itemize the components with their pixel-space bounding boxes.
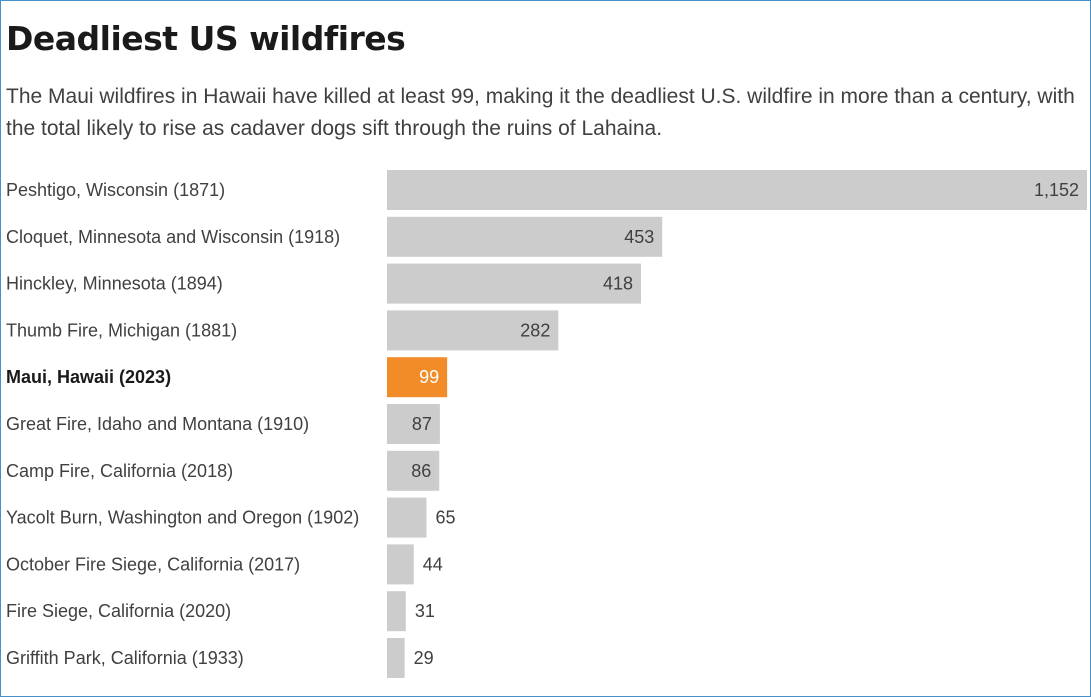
- category-label: Thumb Fire, Michigan (1881): [6, 320, 237, 340]
- value-label: 282: [520, 320, 550, 340]
- category-label: Camp Fire, California (2018): [6, 461, 233, 481]
- bar-highlight: [387, 357, 448, 398]
- bar: [387, 450, 440, 491]
- chart-title: Deadliest US wildfires: [6, 19, 406, 58]
- value-label: 418: [603, 274, 633, 294]
- value-label: 65: [435, 508, 455, 528]
- category-label: October Fire Siege, California (2017): [6, 554, 300, 574]
- bar: [387, 591, 406, 632]
- category-label: Yacolt Burn, Washington and Oregon (1902…: [6, 508, 359, 528]
- value-label: 31: [415, 601, 435, 621]
- value-label: 29: [414, 648, 434, 668]
- value-label: 1,152: [1034, 180, 1079, 200]
- category-label: Griffith Park, California (1933): [6, 648, 244, 668]
- bar: [387, 497, 427, 538]
- value-label: 87: [412, 414, 432, 434]
- category-label: Cloquet, Minnesota and Wisconsin (1918): [6, 227, 340, 247]
- category-label: Hinckley, Minnesota (1894): [6, 274, 223, 294]
- bar-chart: Peshtigo, Wisconsin (1871) 1,152 Cloquet, …: [6, 170, 1087, 678]
- category-label: Maui, Hawaii (2023): [6, 367, 171, 387]
- value-label: 44: [423, 554, 443, 574]
- value-label: 453: [624, 227, 654, 247]
- value-label: 99: [419, 367, 439, 387]
- bar: [387, 404, 440, 444]
- category-label: Great Fire, Idaho and Montana (1910): [6, 414, 309, 434]
- category-label: Peshtigo, Wisconsin (1871): [6, 180, 225, 200]
- value-label: 86: [411, 461, 431, 481]
- bar: [387, 216, 663, 257]
- bar: [387, 544, 414, 585]
- chart-subtitle: The Maui wildfires in Hawaii have killed…: [6, 85, 1075, 140]
- bar: [387, 310, 559, 351]
- bar: [387, 638, 405, 678]
- category-label: Fire Siege, California (2020): [6, 601, 231, 621]
- bar: [387, 170, 1087, 210]
- bar: [387, 263, 641, 304]
